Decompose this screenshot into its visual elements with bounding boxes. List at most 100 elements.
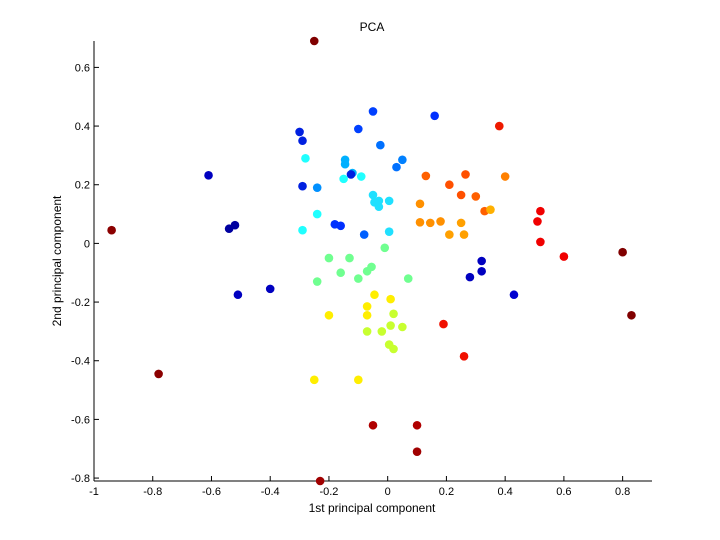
scatter-point bbox=[324, 253, 334, 263]
scatter-point bbox=[377, 327, 387, 336]
y-tick-label: 0.4 bbox=[75, 121, 90, 133]
y-tick-label: -0.6 bbox=[71, 414, 90, 426]
scatter-point bbox=[533, 217, 542, 226]
scatter-point bbox=[456, 218, 466, 228]
x-tick-label: -0.8 bbox=[143, 486, 162, 498]
scatter-point bbox=[204, 171, 213, 180]
x-axis-label: 1st principal component bbox=[309, 501, 436, 515]
scatter-point bbox=[398, 155, 407, 165]
scatter-point bbox=[486, 205, 495, 214]
scatter-point bbox=[374, 202, 384, 212]
y-tick-label: -0.8 bbox=[71, 473, 90, 485]
x-tick-label: -0.2 bbox=[319, 486, 338, 498]
scatter-point bbox=[370, 290, 379, 300]
scatter-point bbox=[265, 284, 275, 294]
scatter-point bbox=[415, 217, 425, 227]
scatter-point bbox=[376, 140, 385, 150]
scatter-point bbox=[384, 196, 394, 206]
scatter-point bbox=[386, 294, 395, 304]
scatter-point bbox=[477, 266, 486, 276]
scatter-point bbox=[459, 230, 469, 239]
scatter-point bbox=[368, 107, 378, 116]
x-tick-label: -0.4 bbox=[261, 486, 280, 498]
scatter-point bbox=[459, 352, 469, 361]
scatter-point bbox=[362, 327, 372, 336]
chart-title: PCA bbox=[360, 20, 385, 34]
x-tick-label: 0.8 bbox=[615, 486, 630, 498]
scatter-point bbox=[412, 420, 422, 430]
scatter-point bbox=[389, 309, 398, 319]
y-tick-label: -0.2 bbox=[71, 297, 90, 309]
scatter-point bbox=[415, 199, 425, 209]
scatter-point bbox=[359, 230, 369, 239]
scatter-point bbox=[380, 243, 390, 253]
axes: -1 -0.8 -0.6 -0.4 -0.2 0 0.2 0.4 0.6 0.8-0.8-0.6-… bbox=[71, 41, 652, 498]
scatter-point bbox=[107, 225, 116, 235]
scatter-point bbox=[336, 221, 345, 231]
scatter-point bbox=[298, 225, 307, 235]
scatter-point bbox=[389, 344, 398, 354]
x-tick-label: 0.4 bbox=[498, 486, 513, 498]
scatter-point bbox=[445, 230, 454, 239]
scatter-point bbox=[536, 206, 545, 216]
scatter-point bbox=[336, 268, 345, 278]
scatter-point bbox=[346, 170, 356, 179]
scatter-point bbox=[465, 272, 475, 282]
scatter-point bbox=[356, 172, 366, 181]
scatter-point bbox=[354, 274, 363, 283]
y-tick-label: 0.2 bbox=[75, 180, 90, 192]
scatter-point bbox=[368, 420, 378, 430]
scatter-point bbox=[430, 111, 439, 121]
scatter-point bbox=[312, 183, 322, 192]
scatter-point bbox=[368, 190, 378, 200]
scatter-point bbox=[471, 192, 481, 201]
scatter-point bbox=[403, 274, 413, 283]
scatter-point bbox=[309, 375, 319, 385]
x-tick-label: -0.6 bbox=[202, 486, 221, 498]
scatter-point bbox=[456, 190, 466, 200]
scatter-point bbox=[312, 209, 322, 219]
scatter-point bbox=[230, 220, 240, 230]
scatter-point bbox=[392, 162, 401, 172]
scatter-point bbox=[298, 181, 307, 191]
scatter-point bbox=[412, 447, 422, 456]
scatter-point bbox=[295, 127, 304, 137]
scatter-point bbox=[298, 136, 307, 146]
scatter-point bbox=[362, 310, 372, 320]
scatter-point bbox=[398, 322, 407, 332]
y-axis-label: 2nd principal component bbox=[50, 195, 64, 326]
x-tick-label: 0.2 bbox=[439, 486, 454, 498]
scatter-point bbox=[436, 217, 445, 226]
scatter-point bbox=[339, 174, 348, 184]
scatter-point bbox=[354, 375, 363, 385]
scatter-point bbox=[384, 227, 394, 236]
y-tick-label: 0.6 bbox=[75, 62, 90, 74]
scatter-point bbox=[509, 290, 519, 300]
scatter-point bbox=[301, 154, 310, 163]
scatter-point bbox=[627, 310, 636, 320]
x-tick-label: 0 bbox=[385, 486, 391, 498]
scatter-point bbox=[312, 277, 322, 286]
data-points bbox=[107, 36, 636, 486]
scatter-point bbox=[559, 252, 569, 261]
scatter-point bbox=[324, 310, 334, 320]
scatter-point bbox=[362, 302, 372, 311]
scatter-point bbox=[354, 124, 363, 134]
scatter-point bbox=[477, 256, 486, 266]
scatter-point bbox=[425, 218, 435, 228]
scatter-point bbox=[315, 476, 325, 486]
scatter-point bbox=[233, 290, 243, 300]
scatter-point bbox=[536, 237, 545, 247]
scatter-point bbox=[445, 180, 454, 190]
x-tick-label: 0.6 bbox=[556, 486, 571, 498]
y-tick-label: 0 bbox=[84, 238, 90, 250]
x-tick-label: -1 bbox=[89, 486, 99, 498]
scatter-point bbox=[309, 36, 319, 46]
scatter-point bbox=[439, 319, 448, 329]
scatter-point bbox=[386, 321, 395, 330]
scatter-point bbox=[367, 262, 376, 272]
scatter-point bbox=[500, 172, 510, 181]
scatter-point bbox=[340, 159, 350, 169]
scatter-point bbox=[618, 247, 627, 257]
